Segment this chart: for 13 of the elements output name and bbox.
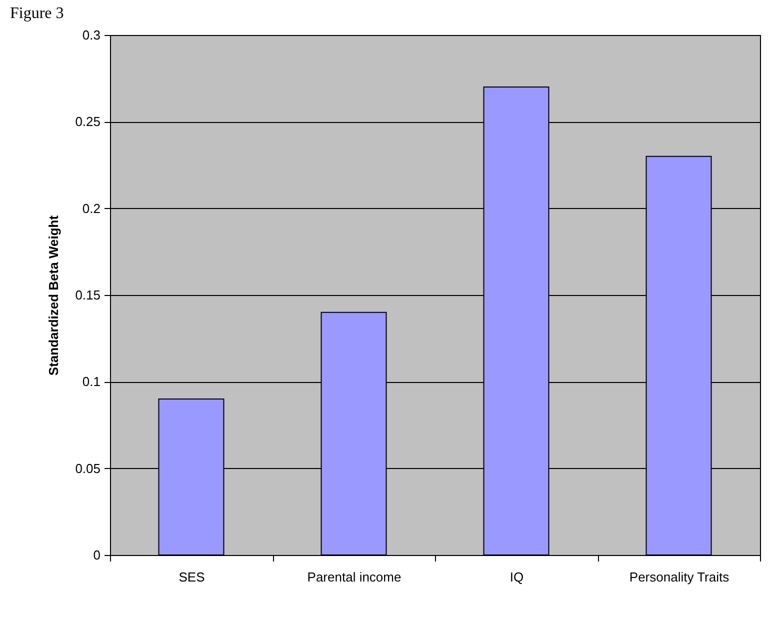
y-tick-label: 0 [93, 548, 100, 562]
x-tick-label: IQ [510, 570, 524, 584]
y-tick-label: 0.2 [82, 200, 100, 216]
y-tick-label: 0.15 [75, 288, 100, 302]
y-axis-title: Standardized Beta Weight [46, 214, 62, 376]
x-tick-label: Parental income [307, 570, 402, 584]
y-tick-label: 0.25 [75, 114, 100, 130]
chart-title: Figure 3 [10, 5, 64, 22]
y-tick-label: 0.05 [75, 460, 100, 476]
y-tick-label: 0.3 [82, 28, 100, 42]
y-tick-label: 0.1 [82, 374, 100, 390]
x-tick-label: Personality Traits [629, 570, 730, 584]
x-tick-label: SES [178, 570, 206, 584]
